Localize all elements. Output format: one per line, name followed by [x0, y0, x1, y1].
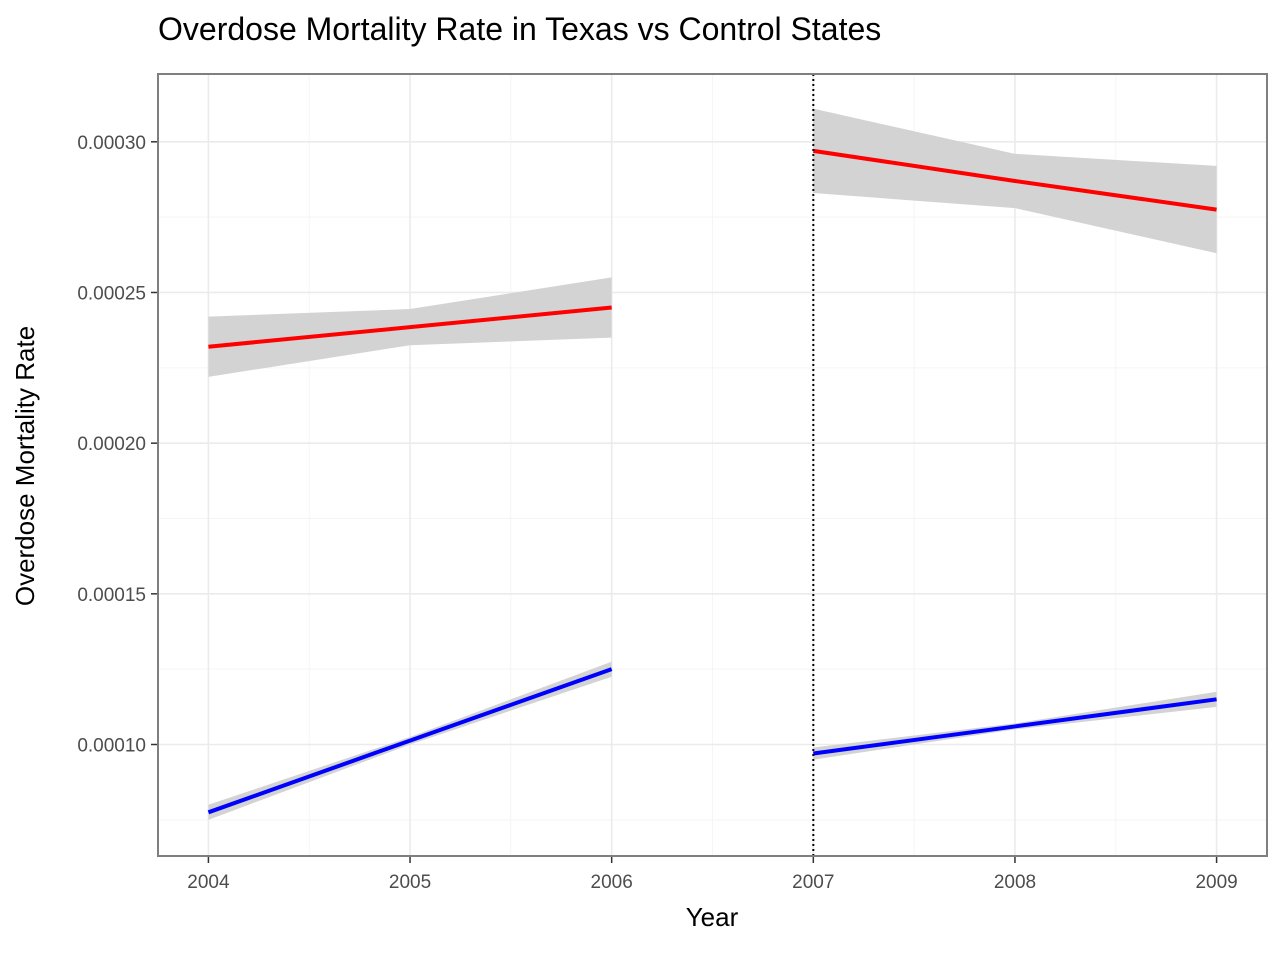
series-2-line-segment-1: [207, 667, 613, 815]
y-axis-ticks: 0.00010 0.00015 0.00020 0.00025 0.00030: [77, 133, 158, 757]
series-1-line-segment-2: [813, 148, 1217, 212]
y-axis-title: Overdose Mortality Rate: [10, 326, 40, 606]
y-tick-label: 0.00025: [77, 283, 146, 304]
y-tick-label: 0.00015: [77, 585, 146, 606]
x-tick-label: 2004: [187, 872, 230, 893]
y-tick-label: 0.00030: [77, 133, 146, 154]
y-tick-label: 0.00020: [77, 434, 146, 455]
x-axis-title: Year: [686, 902, 739, 932]
series-1-line-segment-1: [208, 305, 612, 349]
series-lines: [207, 148, 1217, 815]
x-tick-label: 2006: [591, 872, 633, 893]
chart-title: Overdose Mortality Rate in Texas vs Cont…: [158, 11, 881, 47]
x-tick-label: 2007: [792, 872, 834, 893]
panel-border: [157, 73, 1268, 857]
x-axis-ticks: 2004 2005 2006 2007 2008 2009: [187, 856, 1238, 893]
x-tick-label: 2009: [1195, 872, 1237, 893]
x-tick-label: 2005: [389, 872, 431, 893]
x-tick-label: 2008: [994, 872, 1036, 893]
y-tick-label: 0.00010: [77, 736, 146, 757]
series-2-line-segment-2: [813, 697, 1217, 756]
